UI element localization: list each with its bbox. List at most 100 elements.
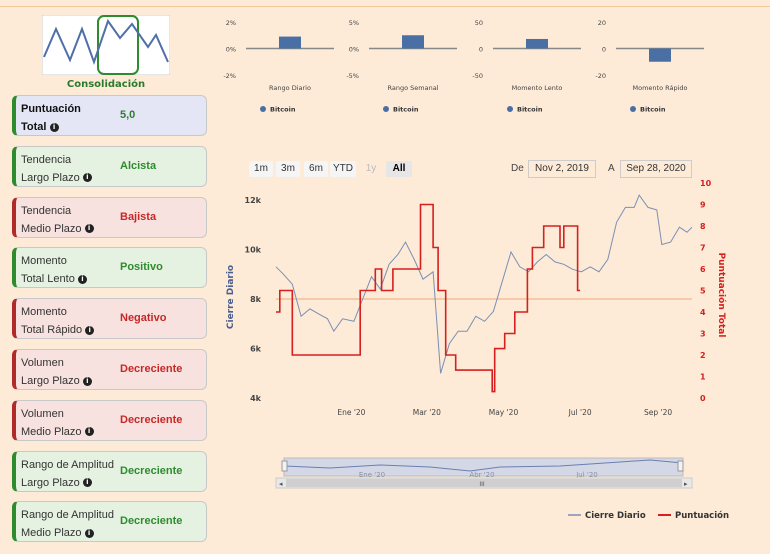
mini-legend-marker: [507, 106, 513, 112]
card-label: Tendencia Medio Plazo i: [21, 202, 94, 238]
card-label-line1: Volumen: [21, 357, 64, 369]
card-value: Bajista: [120, 210, 157, 223]
pattern-label: Consolidación: [66, 79, 146, 90]
navigator-tick: Abr '20: [469, 471, 494, 479]
mini-ytick: 0%: [226, 46, 236, 54]
pattern-line: [43, 18, 169, 66]
mini-bar: [402, 35, 424, 49]
card-label: Rango de Amplitud Largo Plazo i: [21, 456, 114, 492]
mini-xlabel: Momento Lento: [512, 84, 563, 92]
range-button-3m[interactable]: 3m: [276, 161, 300, 177]
y-tick-label: 6k: [250, 345, 262, 354]
y-tick-label: 10k: [245, 246, 262, 255]
card-label-line2: Largo Plazo: [21, 375, 80, 387]
info-icon[interactable]: i: [84, 528, 94, 538]
range-button-1y[interactable]: 1y: [365, 163, 377, 174]
card-label-line1: Tendencia: [21, 204, 72, 217]
to-date-input[interactable]: Sep 28, 2020: [620, 160, 692, 178]
mini-ytick: 0%: [349, 46, 359, 54]
card-label: Volumen Medio Plazo i: [21, 405, 94, 441]
mini-legend-marker: [383, 106, 389, 112]
mini-ytick: 0: [479, 46, 483, 54]
mini-legend-label: Bitcoin: [640, 106, 666, 114]
card-label-line2: Largo Plazo: [21, 171, 80, 184]
range-button-1m[interactable]: 1m: [249, 161, 273, 177]
price-series-line: [275, 194, 693, 374]
card-value: Negativo: [120, 312, 167, 325]
card-label-line2: Total Lento: [21, 273, 75, 286]
y2-tick-label: 4: [700, 308, 706, 317]
info-icon[interactable]: i: [49, 122, 59, 132]
mini-xlabel: Rango Diario: [269, 84, 311, 92]
mini-ytick: -5%: [346, 72, 359, 80]
card-label: Rango de Amplitud Medio Plazo i: [21, 506, 114, 542]
indicator-card: Tendencia Largo Plazo i Alcista: [12, 145, 207, 187]
card-label-line1: Rango de Amplitud: [21, 509, 114, 522]
card-label: Tendencia Largo Plazo i: [21, 151, 92, 187]
y2-tick-label: 3: [700, 330, 706, 339]
info-icon[interactable]: i: [77, 274, 87, 284]
y2-tick-label: 10: [700, 179, 712, 188]
mini-bar-charts: 2% 0% -2% Rango Diario Bitcoin 5% 0% -5% Rango S…: [223, 19, 704, 114]
y2-tick-label: 2: [700, 351, 706, 360]
navigator-scrollbar-thumb: [286, 479, 682, 487]
mini-chart: 2% 0% -2% Rango Diario Bitcoin: [223, 19, 334, 114]
indicator-card: Tendencia Medio Plazo i Bajista: [12, 196, 207, 238]
info-icon[interactable]: i: [82, 376, 92, 386]
navigator: Ene '20 Abr '20 Jul '20 ◂ ▸ III: [275, 457, 693, 489]
card-value: 5,0: [120, 109, 136, 121]
info-icon[interactable]: i: [85, 325, 95, 335]
indicator-card: Volumen Largo Plazo i Decreciente: [12, 349, 207, 390]
card-label-line2: Medio Plazo: [21, 222, 82, 235]
indicator-card: Rango de Amplitud Medio Plazo i Decrecient…: [12, 501, 207, 543]
mini-ytick: -50: [472, 72, 483, 80]
range-button-6m[interactable]: 6m: [304, 161, 328, 177]
scroll-left-icon: ◂: [279, 480, 283, 488]
info-icon[interactable]: i: [82, 478, 92, 488]
top-divider: [0, 6, 770, 7]
y-tick-label: 4k: [250, 394, 262, 403]
to-label: A: [608, 163, 615, 174]
mini-chart: 5% 0% -5% Rango Semanal Bitcoin: [346, 19, 457, 114]
legend-price-label: Cierre Diario: [585, 511, 646, 521]
card-label-line1: Rango de Amplitud: [21, 458, 114, 471]
x-tick-label: Jul '20: [568, 408, 592, 417]
card-label-line1: Puntuación: [21, 103, 81, 115]
x-tick-label: Sep '20: [644, 408, 672, 417]
card-label: Volumen Largo Plazo i: [21, 354, 92, 390]
mini-ytick: 0: [602, 46, 606, 54]
from-date-input[interactable]: Nov 2, 2019: [528, 160, 596, 178]
info-icon[interactable]: i: [82, 173, 92, 183]
card-value: Decreciente: [120, 464, 183, 477]
card-label-line2: Total: [21, 121, 47, 133]
indicator-card: Puntuación Total i 5,0: [12, 95, 207, 136]
card-label-line2: Total Rápido: [21, 324, 83, 337]
y2-tick-label: 5: [700, 287, 706, 296]
info-icon[interactable]: i: [84, 224, 94, 234]
mini-ytick: -2%: [223, 72, 236, 80]
mini-legend-label: Bitcoin: [270, 106, 296, 114]
indicator-card: Momento Total Rápido i Negativo: [12, 298, 207, 340]
x-tick-label: Ene '20: [337, 408, 365, 417]
y2-tick-label: 0: [700, 394, 706, 403]
scroll-grip-icon: III: [479, 481, 485, 488]
mini-legend-marker: [630, 106, 636, 112]
indicator-card: Volumen Medio Plazo i Decreciente: [12, 399, 207, 441]
mini-bar: [279, 36, 301, 49]
y-tick-label: 12k: [245, 196, 262, 205]
navigator-series: [283, 459, 684, 472]
card-label: Puntuación Total i: [21, 100, 81, 136]
card-label-line1: Tendencia: [21, 153, 72, 166]
info-icon[interactable]: i: [84, 427, 94, 437]
range-button-all[interactable]: All: [386, 161, 412, 177]
mini-chart: 50 0 -50 Momento Lento Bitcoin: [472, 19, 581, 114]
y2-axis-title: Puntuación Total: [716, 253, 727, 338]
card-value: Decreciente: [120, 413, 183, 426]
mini-legend-label: Bitcoin: [393, 106, 419, 114]
card-label-line2: Largo Plazo: [21, 476, 80, 489]
mini-chart: 20 0 -20 Momento Rápido Bitcoin: [595, 19, 704, 114]
navigator-handle-right: [677, 460, 684, 472]
y2-tick-label: 8: [700, 222, 706, 231]
range-button-ytd[interactable]: YTD: [330, 161, 356, 177]
